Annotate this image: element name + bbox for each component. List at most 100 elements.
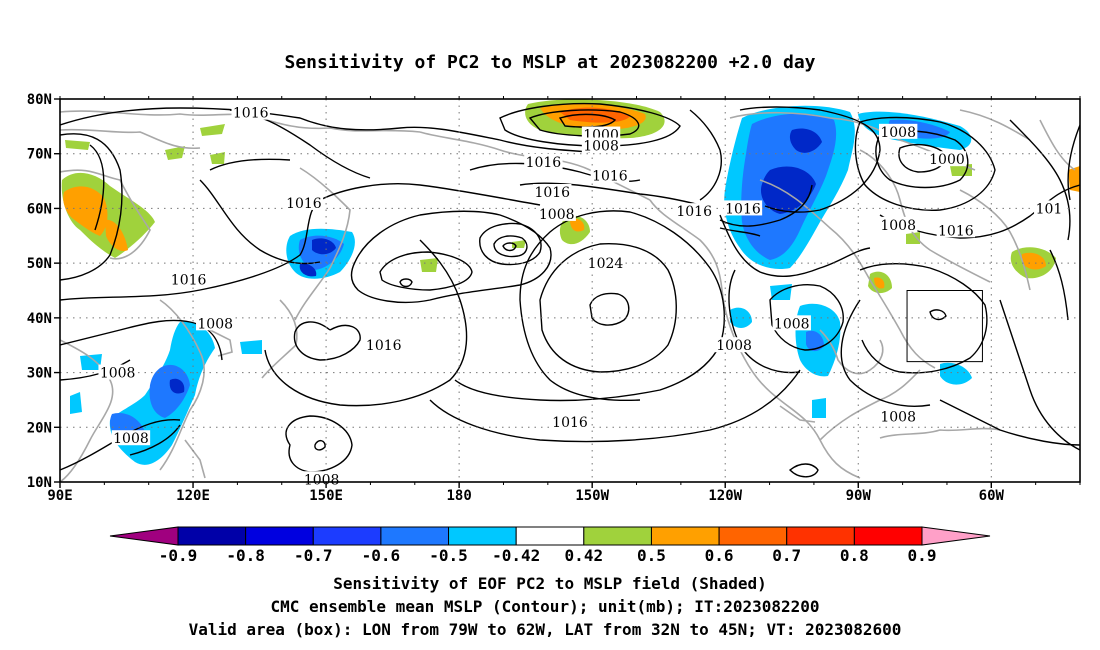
- contour-label: 1024: [588, 256, 624, 272]
- contour-label-bg: [550, 413, 590, 429]
- negative-patch: [730, 307, 752, 328]
- colorbar-label: 0.8: [840, 546, 869, 565]
- colorbar-label: 0.6: [705, 546, 734, 565]
- lon-tick-label: 60W: [979, 488, 1005, 504]
- positive-patch: [1022, 252, 1046, 270]
- contour-label: 1008: [113, 431, 149, 447]
- contour-label: 1008: [304, 472, 340, 488]
- lat-tick-label: 10N: [27, 475, 52, 491]
- positive-patch: [906, 232, 920, 244]
- contour-label-bg: [1034, 200, 1064, 216]
- negative-patch: [760, 166, 816, 214]
- contour-label-bg: [111, 430, 151, 446]
- contour-label-bg: [533, 184, 572, 200]
- colorbar-label: -0.9: [159, 546, 198, 565]
- colorbar: -0.9 -0.8 -0.7 -0.6 -0.5 -0.42 0.42 0.5 0.6 0.7 0.…: [109, 526, 991, 565]
- contour-label-bg: [927, 151, 967, 167]
- negative-patch: [312, 238, 336, 255]
- contour-label-bg: [537, 205, 576, 221]
- contour-label: 1016: [233, 106, 269, 122]
- negative-patch: [80, 354, 102, 370]
- contour-label-bg: [714, 337, 754, 353]
- figure-title: Sensitivity of PC2 to MSLP at 2023082200…: [284, 52, 815, 73]
- lat-tick-label: 80N: [27, 92, 52, 108]
- colorbar-swatch: [718, 526, 788, 546]
- contour-label: 1016: [171, 273, 207, 289]
- lat-tick-label: 70N: [27, 147, 52, 163]
- contour-label-bg: [590, 167, 630, 183]
- contour-labels: 1016 1016 1016 1008 1008 1008 1016 1008 1008 1000…: [98, 104, 1064, 488]
- colorbar-label: 0.5: [637, 546, 666, 565]
- contour-label: 1008: [880, 218, 916, 234]
- colorbar-swatch: [448, 526, 517, 546]
- contour-label-bg: [586, 255, 625, 271]
- contour-label: 1008: [583, 139, 619, 155]
- caption-line-2: CMC ensemble mean MSLP (Contour); unit(m…: [270, 597, 819, 616]
- contour-label: 1008: [774, 316, 810, 332]
- positive-patch: [210, 152, 225, 164]
- colorbar-label: -0.6: [362, 546, 401, 565]
- lon-tick-label: 90W: [846, 488, 872, 504]
- lon-tick-label: 120E: [176, 488, 210, 504]
- negative-patch: [789, 128, 822, 153]
- contour-label: 1016: [366, 338, 402, 354]
- lon-tick-label: 150E: [309, 488, 343, 504]
- map-axes: 90E 120E 150E 180 150W 120W 90W 60W 80N 70N 60N 50N…: [27, 92, 1081, 504]
- negative-patch: [812, 398, 826, 418]
- colorbar-swatch: [245, 526, 314, 546]
- contour-label-bg: [772, 315, 811, 331]
- lat-tick-label: 50N: [27, 256, 52, 272]
- colorbar-swatch: [312, 526, 382, 546]
- colorbar-lower-arrow: [109, 526, 179, 546]
- colorbar-label: -0.8: [226, 546, 265, 565]
- colorbar-swatch: [515, 526, 585, 546]
- negative-patch: [770, 284, 792, 300]
- contour-label: 1008: [716, 338, 752, 354]
- lat-tick-label: 30N: [27, 366, 52, 382]
- positive-patch: [165, 146, 185, 160]
- positive-patch: [570, 218, 585, 232]
- contour-label-bg: [196, 315, 235, 331]
- colorbar-swatch: [786, 526, 855, 546]
- contour-label-bg: [364, 337, 403, 353]
- valid-area-box: [906, 290, 983, 363]
- caption-line-1: Sensitivity of EOF PC2 to MSLP field (Sh…: [333, 574, 766, 593]
- colorbar-label: -0.5: [429, 546, 468, 565]
- contour-label-bg: [169, 271, 208, 287]
- negative-patch: [806, 330, 824, 352]
- contour-label-bg: [878, 123, 918, 139]
- sensitivity-shading: [61, 99, 1080, 465]
- negative-patch: [940, 362, 972, 385]
- colorbar-label: -0.7: [294, 546, 333, 565]
- lat-tick-label: 20N: [27, 420, 52, 436]
- positive-patch: [200, 124, 225, 136]
- contour-label: 1000: [929, 152, 965, 168]
- map-panel: 1016 1016 1016 1008 1008 1008 1016 1008 1008 1000…: [27, 92, 1081, 504]
- negative-patch: [149, 364, 190, 418]
- colorbar-label: 0.9: [908, 546, 937, 565]
- lat-tick-label: 60N: [27, 201, 52, 217]
- contour-label-bg: [878, 216, 918, 232]
- positive-patch: [874, 277, 885, 289]
- lon-tick-label: 180: [446, 488, 471, 504]
- colorbar-swatch: [853, 526, 923, 546]
- contour-label: 101: [1036, 201, 1063, 217]
- contour-label: 1008: [100, 366, 136, 382]
- positive-patch: [420, 258, 438, 272]
- negative-patch: [240, 340, 262, 354]
- negative-patch: [70, 392, 82, 414]
- contour-label: 1008: [880, 409, 916, 425]
- contour-label-bg: [581, 137, 621, 153]
- contour-label: 1016: [592, 169, 628, 185]
- contour-label-bg: [284, 194, 324, 210]
- contour-label: 1008: [880, 125, 916, 141]
- negative-patch: [169, 378, 185, 394]
- contour-label-bg: [674, 203, 714, 219]
- contour-label-bg: [878, 408, 918, 424]
- positive-patch: [65, 140, 90, 150]
- contour-label: 1016: [552, 415, 588, 431]
- contour-label: 1016: [676, 204, 712, 220]
- contour-label: 1016: [526, 155, 562, 171]
- colorbar-swatch: [583, 526, 652, 546]
